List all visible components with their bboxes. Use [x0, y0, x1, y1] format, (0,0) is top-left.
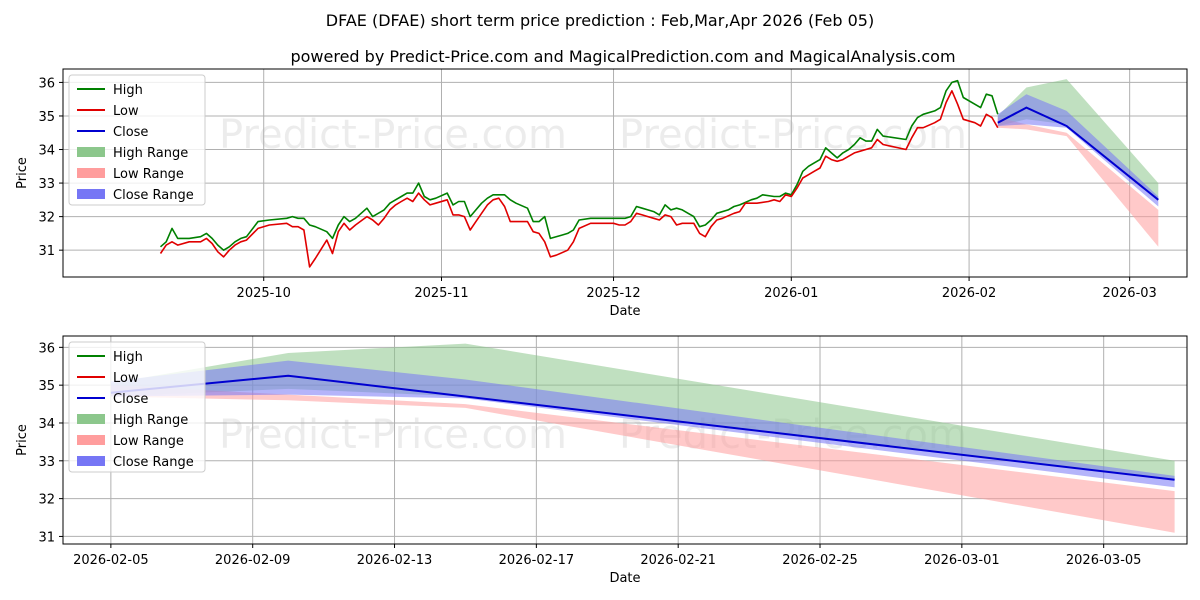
x-tick-label: 2026-03-05: [1066, 553, 1142, 568]
legend-close-range-label: Close Range: [113, 188, 194, 203]
y-tick-label: 31: [38, 530, 55, 545]
watermark-text: Predict-Price.com: [219, 412, 567, 458]
legend-low-range-label: Low Range: [113, 167, 184, 182]
y-tick-label: 35: [38, 110, 55, 125]
close-forecast-line: [997, 106, 1159, 201]
y-tick-label: 34: [38, 144, 55, 159]
legend-close-label: Close: [113, 125, 148, 140]
chart-subtitle: powered by Predict-Price.com and Magical…: [290, 47, 955, 66]
x-tick-label: 2026-02-09: [215, 553, 291, 568]
legend-close-label: Close: [113, 392, 148, 407]
plot-area: [159, 79, 1159, 268]
bottom-panel: Predict-Price.comPredict-Price.com2026-0…: [15, 335, 1188, 586]
y-tick-label: 36: [38, 341, 55, 356]
chart-title: DFAE (DFAE) short term price prediction …: [326, 11, 874, 30]
legend-high-range-swatch: [77, 147, 105, 157]
high-series-line: [159, 79, 999, 251]
y-tick-label: 33: [38, 177, 55, 192]
x-tick-label: 2026-03-01: [924, 553, 1000, 568]
legend-high-range-label: High Range: [113, 146, 188, 161]
plot-frame: [62, 335, 1188, 545]
x-tick-label: 2026-01: [764, 286, 818, 301]
legend-low-range-swatch: [77, 168, 105, 178]
low-range-band: [997, 117, 1159, 247]
y-axis-label: Price: [15, 157, 30, 189]
legend-low-range-swatch: [77, 435, 105, 445]
x-tick-label: 2026-02-21: [640, 553, 716, 568]
y-tick-label: 33: [38, 455, 55, 470]
legend-low-range-label: Low Range: [113, 434, 184, 449]
legend-high-label: High: [113, 83, 143, 98]
x-tick-label: 2026-02-17: [499, 553, 575, 568]
x-tick-label: 2025-10: [237, 286, 291, 301]
y-tick-label: 36: [38, 76, 55, 91]
y-tick-label: 35: [38, 379, 55, 394]
legend-high-range-label: High Range: [113, 413, 188, 428]
legend-close-range-swatch: [77, 189, 105, 199]
legend-high-range-swatch: [77, 414, 105, 424]
y-axis-label: Price: [15, 424, 30, 456]
legend-high-label: High: [113, 350, 143, 365]
y-tick-label: 31: [38, 244, 55, 259]
x-tick-label: 2026-02: [942, 286, 996, 301]
y-tick-label: 32: [38, 493, 55, 508]
x-tick-label: 2026-02-25: [782, 553, 858, 568]
x-tick-label: 2026-02-13: [357, 553, 433, 568]
legend: High Low Close High Range Low Range Close Ran…: [68, 74, 206, 206]
legend-low-label: Low: [113, 371, 139, 386]
top-panel: Predict-Price.com Predict-Price.com 2025-1…: [15, 68, 1188, 319]
plot-frame: [62, 68, 1188, 278]
x-tick-label: 2025-12: [586, 286, 640, 301]
legend-close-range-swatch: [77, 456, 105, 466]
low-series-line: [159, 90, 999, 268]
legend-close-range-label: Close Range: [113, 455, 194, 470]
y-tick-label: 32: [38, 211, 55, 226]
legend: High Low Close High Range Low Range Close Ran…: [68, 341, 206, 473]
x-tick-label: 2026-03: [1102, 286, 1156, 301]
x-tick-label: 2025-11: [414, 286, 468, 301]
legend-low-label: Low: [113, 104, 139, 119]
x-tick-label: 2026-02-05: [73, 553, 149, 568]
x-axis-label: Date: [609, 304, 640, 319]
x-axis-label: Date: [609, 571, 640, 586]
watermark-text: Predict-Price.com: [219, 112, 567, 158]
watermark-text: Predict-Price.com: [619, 112, 967, 158]
close-range-band: [110, 360, 1175, 488]
y-tick-label: 34: [38, 417, 55, 432]
close-range-band: [997, 94, 1159, 207]
